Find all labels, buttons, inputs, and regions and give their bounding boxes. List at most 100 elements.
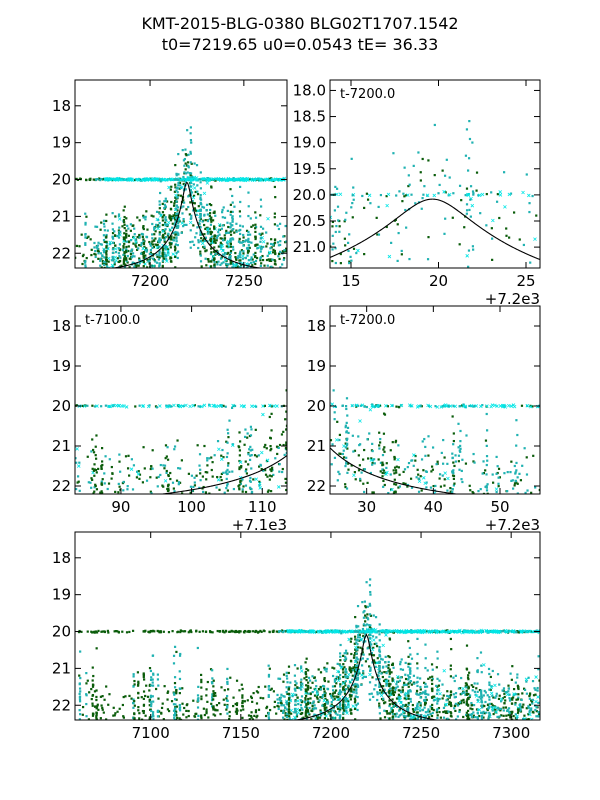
data-point <box>343 703 346 706</box>
data-point <box>149 717 152 720</box>
data-point <box>187 153 190 156</box>
data-point <box>245 472 249 475</box>
data-point <box>515 461 518 465</box>
data-point <box>353 654 356 657</box>
data-point <box>343 688 346 692</box>
data-point <box>389 710 392 713</box>
data-point <box>176 209 179 212</box>
data-point <box>387 655 390 658</box>
data-point-cross <box>499 697 504 701</box>
data-point <box>206 464 209 467</box>
data-point <box>229 222 232 225</box>
data-point-cross <box>390 403 394 408</box>
data-point <box>453 482 456 485</box>
data-point <box>231 220 234 223</box>
data-point <box>210 705 214 708</box>
data-point <box>129 223 132 226</box>
data-point <box>111 236 114 239</box>
data-point <box>506 490 509 493</box>
data-point <box>492 696 495 699</box>
data-point <box>472 685 475 688</box>
data-point <box>78 245 81 248</box>
data-point <box>342 687 345 690</box>
model-curve <box>330 198 540 261</box>
data-point <box>85 236 89 240</box>
data-point <box>90 477 93 480</box>
data-point <box>421 708 425 712</box>
data-point <box>105 249 108 253</box>
data-point <box>243 700 246 703</box>
data-point <box>430 465 434 468</box>
data-point <box>161 219 164 222</box>
data-point <box>154 230 157 233</box>
data-point <box>344 649 348 652</box>
data-point <box>235 707 238 710</box>
data-point <box>429 713 432 716</box>
data-point <box>244 460 247 463</box>
data-point-cross <box>271 178 276 182</box>
data-point <box>423 437 426 441</box>
data-point <box>514 471 517 474</box>
data-point <box>378 633 381 636</box>
data-point <box>491 669 494 673</box>
data-point <box>93 631 96 634</box>
data-point <box>503 695 506 699</box>
data-point <box>276 224 279 227</box>
data-point <box>93 246 96 249</box>
data-point <box>102 234 106 237</box>
data-point <box>312 708 315 711</box>
data-point <box>509 698 512 701</box>
data-point-cross <box>123 177 127 182</box>
data-point <box>256 714 259 717</box>
data-point-cross <box>165 259 169 263</box>
data-point <box>478 688 482 692</box>
data-point-cross <box>444 702 449 707</box>
data-point <box>134 263 137 266</box>
data-point <box>223 631 226 634</box>
data-point <box>331 666 334 669</box>
data-point <box>235 702 239 705</box>
data-point <box>386 405 390 408</box>
data-point <box>179 194 183 197</box>
data-point <box>453 464 456 468</box>
data-point <box>161 202 164 206</box>
data-point <box>401 668 405 671</box>
data-point <box>355 656 358 659</box>
data-point <box>173 249 177 252</box>
data-point <box>427 677 430 680</box>
data-point-cross <box>176 403 181 408</box>
data-point <box>254 254 257 258</box>
data-point <box>231 443 234 446</box>
data-point <box>329 692 332 696</box>
data-point <box>259 233 262 236</box>
data-point <box>149 248 153 252</box>
data-point-cross <box>384 633 388 637</box>
data-point <box>340 706 343 710</box>
data-point <box>416 468 419 471</box>
data-point <box>161 248 165 251</box>
data-point-cross <box>211 177 216 181</box>
data-point <box>251 264 254 267</box>
data-point <box>130 458 133 461</box>
data-point <box>435 463 438 466</box>
data-point <box>391 709 394 713</box>
data-point <box>279 240 282 243</box>
data-point <box>239 232 242 236</box>
data-point <box>376 698 379 702</box>
data-point <box>261 178 265 182</box>
data-point <box>342 688 345 691</box>
data-point <box>189 132 192 135</box>
data-point <box>147 260 150 263</box>
data-point <box>142 238 145 241</box>
data-point <box>341 704 345 707</box>
data-point-cross <box>480 629 485 634</box>
data-point <box>321 693 325 697</box>
data-point <box>485 711 488 714</box>
data-point <box>513 484 516 487</box>
data-point <box>326 702 329 705</box>
data-point <box>525 473 529 476</box>
data-point <box>362 616 366 619</box>
data-point-cross <box>508 629 512 634</box>
data-point <box>476 716 479 719</box>
data-point <box>232 630 235 633</box>
